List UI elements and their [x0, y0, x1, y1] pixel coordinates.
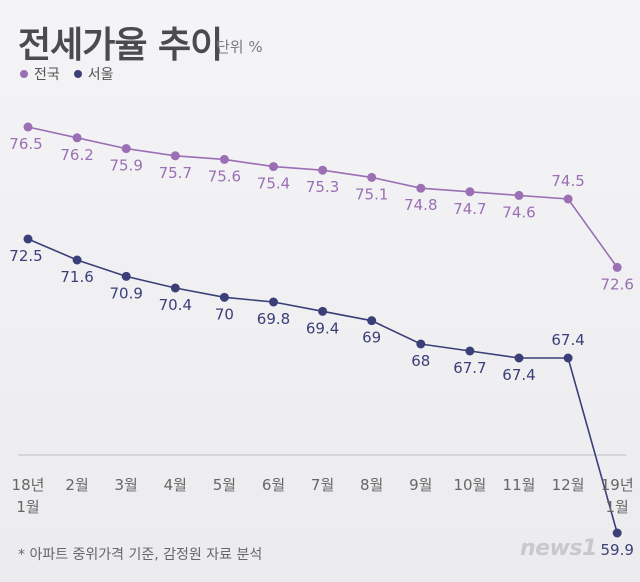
- x-tick-label: 12월: [552, 476, 585, 494]
- unit-label: 단위 %: [216, 38, 263, 56]
- x-tick-label: 2월: [65, 476, 88, 494]
- data-label: 76.5: [9, 135, 42, 153]
- data-label: 75.9: [109, 157, 142, 175]
- data-point: [563, 353, 573, 363]
- x-tick-label: 7월: [311, 476, 334, 494]
- x-tick-label: 6월: [262, 476, 285, 494]
- data-label: 74.6: [502, 203, 535, 221]
- footnote: * 아파트 중위가격 기준, 감정원 자료 분석: [18, 547, 263, 563]
- data-label: 75.4: [257, 175, 290, 193]
- series-line-national: [27, 126, 618, 268]
- data-point: [72, 133, 82, 143]
- legend-national-label: 전국: [34, 67, 60, 83]
- x-tick-label: 5월: [213, 476, 236, 494]
- data-point: [612, 528, 622, 538]
- x-tick-label: 9월: [409, 476, 432, 494]
- data-label: 70: [215, 305, 234, 323]
- legend-item-national: 전국: [20, 64, 60, 84]
- data-point: [23, 122, 33, 132]
- news1-logo: news1: [520, 536, 597, 561]
- x-tick-label: 8월: [360, 476, 383, 494]
- data-point: [170, 283, 180, 293]
- data-point: [563, 194, 573, 204]
- data-label: 59.9: [600, 541, 633, 559]
- legend-national-dot-icon: [20, 70, 28, 78]
- data-point: [465, 346, 475, 356]
- x-tick-label: 18년: [12, 476, 45, 494]
- data-point: [269, 297, 278, 307]
- data-point: [23, 234, 33, 244]
- data-label: 74.8: [404, 196, 437, 214]
- data-label: 68: [411, 352, 430, 370]
- x-tick-label: 1월: [16, 498, 39, 516]
- data-point: [121, 144, 131, 154]
- data-point: [416, 339, 426, 349]
- data-point: [416, 183, 426, 193]
- data-label: 75.3: [306, 178, 339, 196]
- data-label: 72.5: [9, 247, 42, 265]
- x-tick-label: 4월: [164, 476, 187, 494]
- data-label: 75.7: [159, 164, 192, 182]
- data-point: [318, 165, 328, 175]
- legend-seoul-dot-icon: [73, 70, 82, 78]
- x-tick-label: 10월: [453, 476, 486, 494]
- data-label: 67.7: [453, 359, 486, 377]
- data-point: [170, 151, 180, 161]
- data-point: [514, 353, 524, 363]
- data-label: 67.4: [551, 331, 584, 349]
- data-point: [514, 190, 524, 200]
- data-label: 72.6: [600, 275, 633, 293]
- data-label: 69.8: [257, 310, 290, 328]
- data-label: 71.6: [60, 268, 93, 286]
- x-tick-label: 19년: [601, 476, 634, 494]
- data-point: [219, 154, 229, 164]
- legend-seoul-label: 서울: [87, 67, 114, 83]
- legend: 전국 서울: [20, 64, 114, 84]
- data-point: [219, 292, 229, 302]
- data-label: 75.6: [208, 167, 241, 185]
- data-label: 74.5: [551, 172, 584, 190]
- x-tick-label: 11월: [503, 476, 536, 494]
- data-label: 69.4: [306, 319, 339, 337]
- data-point: [121, 271, 131, 281]
- data-label: 76.2: [60, 146, 93, 164]
- data-point: [269, 162, 278, 172]
- data-label: 70.9: [109, 284, 142, 302]
- legend-item-seoul: 서울: [73, 64, 114, 84]
- data-point: [72, 255, 82, 265]
- data-label: 69: [362, 329, 381, 347]
- chart-title: 전세가율 추이: [18, 25, 223, 66]
- data-label: 75.1: [355, 185, 388, 203]
- data-label: 70.4: [159, 296, 192, 314]
- data-point: [612, 262, 622, 272]
- data-label: 74.7: [453, 200, 486, 218]
- data-point: [318, 306, 328, 316]
- data-point: [367, 172, 377, 182]
- data-point: [367, 316, 377, 326]
- data-label: 67.4: [502, 366, 535, 384]
- x-tick-label: 1월: [606, 498, 629, 516]
- data-point: [465, 187, 475, 197]
- x-tick-label: 3월: [115, 476, 138, 494]
